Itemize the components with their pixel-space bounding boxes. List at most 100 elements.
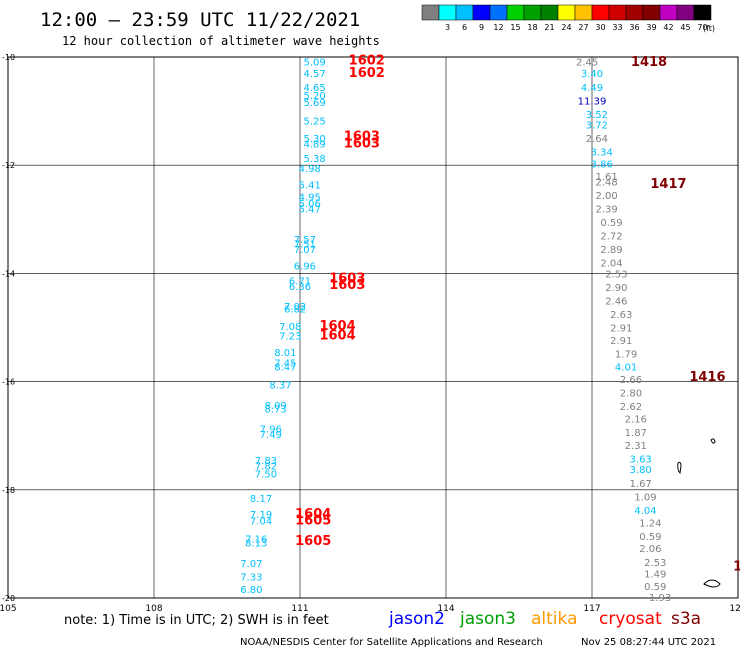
swh-value-label: 3.63 [630, 454, 652, 465]
swh-value-label: 4.95 [299, 193, 321, 204]
swh-value-label: 6.96 [294, 261, 316, 272]
time-label: 1605 [295, 534, 331, 549]
swh-value-label: 2.64 [586, 134, 608, 145]
swh-value-label: 3.72 [586, 121, 608, 132]
swh-value-label: 7.08 [279, 322, 301, 333]
satellite-legend-label: jason2 [388, 609, 445, 629]
legend-swatch [659, 4, 678, 21]
swh-value-label: 5.41 [299, 181, 321, 192]
x-tick-label: 120 [729, 604, 740, 614]
y-tick-label: -14 [2, 269, 15, 278]
legend-tick-label: 12 [493, 23, 503, 32]
swh-value-label: 0.59 [639, 532, 661, 543]
legend-tick-label: 21 [544, 23, 554, 32]
legend-swatch [438, 4, 457, 21]
swh-value-label: 6.80 [240, 585, 262, 596]
swh-value-label: 7.04 [250, 517, 272, 528]
swh-value-label: 5.06 [299, 199, 321, 210]
swh-value-label: 2.48 [595, 177, 617, 188]
swh-value-label: 2.89 [600, 245, 622, 256]
swh-value-label: 1.79 [615, 349, 637, 360]
time-label: 1416 [689, 370, 725, 385]
time-label: 1604 [319, 319, 355, 334]
swh-value-label: 8.37 [269, 380, 291, 391]
swh-value-label: 1.09 [634, 492, 656, 503]
x-tick-label: 117 [583, 604, 600, 614]
swh-value-label: 2.00 [595, 191, 617, 202]
swh-value-label: 7.33 [240, 572, 262, 583]
time-label: 1418 [631, 55, 667, 70]
swh-value-label: 4.98 [299, 164, 321, 175]
y-tick-label: -20 [2, 594, 15, 603]
legend-swatch [540, 4, 559, 21]
swh-value-label: 5.09 [303, 57, 325, 68]
color-legend: 3 6 9 12 15 18 21 24 27 30 33 36 39 42 45 70 [421, 4, 712, 32]
swh-value-label: 2.62 [620, 402, 642, 413]
swh-value-label: 0.59 [644, 582, 666, 593]
island-outline [703, 579, 721, 588]
satellite-legend-label: altika [531, 609, 578, 629]
swh-value-label: 8.09 [265, 401, 287, 412]
swh-value-label: 5.38 [303, 154, 325, 165]
swh-value-label: 7.23 [279, 332, 301, 343]
legend-swatch [608, 4, 627, 21]
swh-value-label: 2.72 [600, 232, 622, 243]
swh-value-label: 2.91 [610, 324, 632, 335]
legend-tick-label: 3 [445, 23, 450, 32]
swh-value-label: 7.16 [245, 534, 267, 545]
time-label: 1602 [349, 54, 385, 69]
y-tick-label: -10 [2, 53, 15, 62]
chart-subtitle: 12 hour collection of altimeter wave hei… [62, 34, 380, 48]
swh-value-label: 1.49 [644, 570, 666, 581]
swh-value-label: 7.49 [260, 430, 282, 441]
x-tick-label: 108 [145, 604, 162, 614]
swh-value-label: 5.47 [299, 204, 321, 215]
time-label: 1603 [329, 272, 365, 287]
swh-value-label: 5.30 [303, 134, 325, 145]
swh-value-label: 3.40 [581, 69, 603, 80]
legend-swatch [591, 4, 610, 21]
time-label: 1603 [344, 129, 380, 144]
satellite-legend: jason2 jason3 altika cryosat s3a [388, 609, 701, 629]
y-tick-label: -12 [2, 161, 15, 170]
swh-value-label: 2.04 [600, 259, 622, 270]
legend-tick-label: 18 [527, 23, 537, 32]
swh-value-label: 2.53 [605, 269, 627, 280]
swh-value-label: 2.63 [610, 310, 632, 321]
time-label: 1605 [295, 514, 331, 529]
legend-unit: (ft) [703, 24, 715, 33]
legend-tick-label: 9 [479, 23, 484, 32]
swh-value-label: 3.34 [591, 148, 613, 159]
swh-value-label: 1.87 [625, 428, 647, 439]
swh-value-label: 8.17 [250, 494, 272, 505]
swh-value-label: 6.82 [284, 305, 306, 316]
swh-value-label: 7.51 [294, 240, 316, 251]
swh-value-label: 7.07 [294, 245, 316, 256]
swh-value-label: 2.16 [625, 414, 647, 425]
swh-value-label: 2.06 [639, 544, 661, 555]
legend-swatch [455, 4, 474, 21]
swh-value-label: 5.25 [303, 116, 325, 127]
legend-swatch [557, 4, 576, 21]
legend-swatch [676, 4, 695, 21]
legend-swatch [693, 4, 712, 21]
swh-value-label: 7.45 [274, 359, 296, 370]
swh-value-label: 7.96 [260, 425, 282, 436]
swh-value-label: 2.80 [620, 388, 642, 399]
swh-value-label: 8.01 [274, 348, 296, 359]
legend-tick-label: 30 [595, 23, 605, 32]
legend-tick-label: 6 [462, 23, 467, 32]
x-tick-label: 105 [0, 604, 17, 614]
legend-tick-label: 15 [510, 23, 520, 32]
legend-tick-label: 42 [663, 23, 673, 32]
swh-value-label: 3.86 [591, 160, 613, 171]
time-label: 1417 [650, 177, 686, 192]
satellite-legend-label: jason3 [459, 609, 516, 629]
time-label: 1604 [295, 507, 331, 522]
swh-value-label: 0.59 [600, 218, 622, 229]
swh-value-label: 7.57 [294, 235, 316, 246]
swh-value-label: 8.47 [274, 362, 296, 373]
legend-swatch [625, 4, 644, 21]
swh-value-label: 1.61 [595, 172, 617, 183]
